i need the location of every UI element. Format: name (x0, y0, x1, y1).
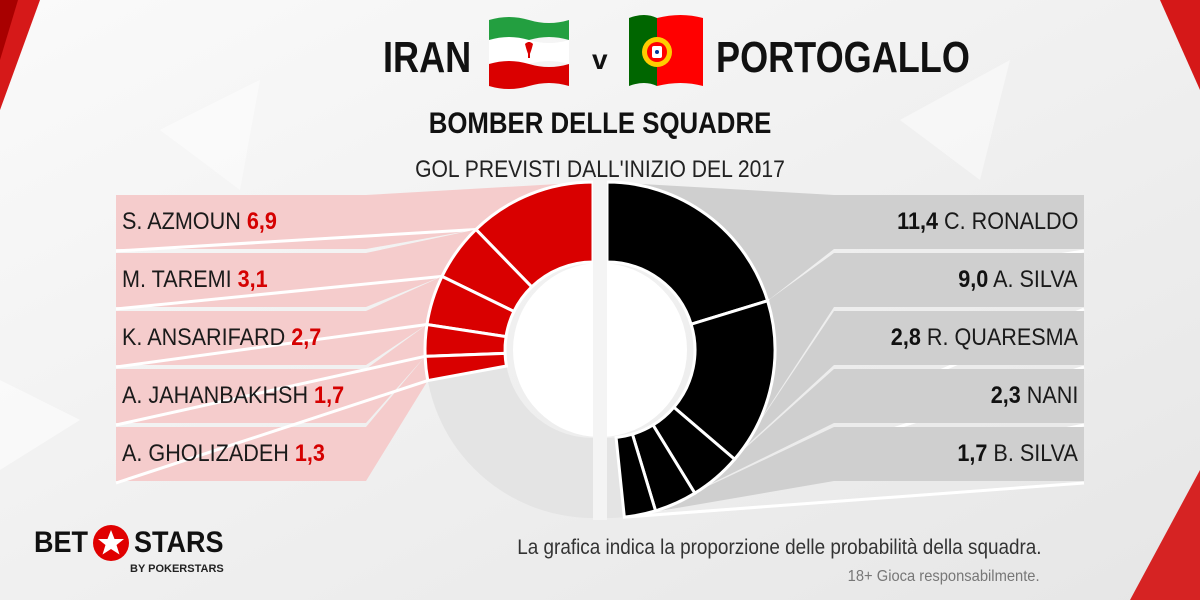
portugal-flag-icon (629, 15, 703, 86)
portugal-player-label: 2,8 R. QUARESMA (891, 323, 1078, 353)
iran-player-label: A. GHOLIZADEH 1,3 (122, 439, 325, 469)
iran-row-separator-1 (115, 274, 443, 311)
iran-flag-icon (489, 17, 569, 89)
player-goals-value: 1,3 (294, 440, 325, 467)
iran-row-separator-2 (115, 323, 428, 369)
logo-subtitle: BY POKERSTARS (130, 563, 224, 575)
iran-row-separator-0 (115, 227, 477, 253)
player-goals-value: 2,7 (291, 324, 322, 351)
iran-slice-4 (423, 351, 509, 383)
versus-label: v (592, 44, 608, 75)
iran-player-label: M. TAREMI 3,1 (122, 265, 268, 295)
player-goals-value: 2,3 (990, 382, 1021, 409)
iran-row-separator-4 (115, 379, 429, 485)
footer-note: La grafica indica la proporzione delle p… (517, 536, 1042, 559)
portugal-row-band-3 (655, 369, 1084, 511)
iran-row-band-2 (116, 276, 443, 365)
player-name: C. RONALDO (943, 208, 1078, 235)
player-goals-value: 1,7 (957, 440, 988, 467)
team-right-name: PORTOGALLO (716, 33, 970, 82)
player-name: A. JAHANBAKHSH (122, 382, 309, 409)
portugal-row-band-4 (624, 427, 1084, 518)
iran-row-band-4 (116, 356, 428, 481)
logo-bet-text: BET (34, 526, 88, 559)
player-name: A. SILVA (993, 266, 1078, 293)
iran-player-label: A. JAHANBAKHSH 1,7 (122, 381, 344, 411)
player-name: A. GHOLIZADEH (122, 440, 289, 467)
player-goals-value: 1,7 (314, 382, 345, 409)
player-name: B. SILVA (993, 440, 1078, 467)
portugal-player-label: 2,3 NANI (990, 381, 1078, 411)
player-name: M. TAREMI (122, 266, 232, 293)
logo-stars-text: STARS (134, 526, 224, 559)
chart-title: BOMBER DELLE SQUADRE (428, 107, 772, 140)
portugal-player-label: 9,0 A. SILVA (959, 265, 1078, 295)
portugal-slice-4 (614, 432, 658, 519)
player-goals-value: 2,8 (890, 324, 921, 351)
player-goals-value: 6,9 (246, 208, 277, 235)
portugal-player-label: 11,4 C. RONALDO (897, 207, 1078, 237)
iran-row-band-1 (116, 229, 476, 307)
responsible-gambling-note: 18+ Gioca responsabilmente. (848, 568, 1040, 585)
portugal-row-band-1 (734, 253, 1084, 460)
player-name: S. AZMOUN (122, 208, 241, 235)
team-left-name: IRAN (383, 33, 472, 82)
player-name: R. QUARESMA (926, 324, 1078, 351)
portugal-row-separator-4 (624, 481, 1085, 519)
portugal-row-band-0 (607, 182, 1084, 301)
iran-row-band-3 (116, 324, 427, 423)
iran-player-label: S. AZMOUN 6,9 (122, 207, 277, 237)
iran-row-separator-3 (115, 354, 426, 427)
player-name: NANI (1026, 382, 1078, 409)
iran-row-band-0 (116, 182, 593, 249)
portugal-slice-0 (605, 180, 770, 327)
player-goals-value: 3,1 (237, 266, 268, 293)
chart-subtitle: GOL PREVISTI DALL'INIZIO DEL 2017 (415, 156, 785, 183)
portugal-player-label: 1,7 B. SILVA (958, 439, 1078, 469)
pokerstars-star-icon (93, 525, 129, 561)
player-goals-value: 11,4 (896, 208, 938, 235)
player-goals-value: 9,0 (958, 266, 989, 293)
player-name: K. ANSARIFARD (122, 324, 286, 351)
iran-player-label: K. ANSARIFARD 2,7 (122, 323, 321, 353)
betstars-logo: BET STARS BY POKERSTARS (30, 525, 230, 580)
portugal-row-band-2 (694, 311, 1084, 494)
donut-divider (593, 180, 607, 520)
